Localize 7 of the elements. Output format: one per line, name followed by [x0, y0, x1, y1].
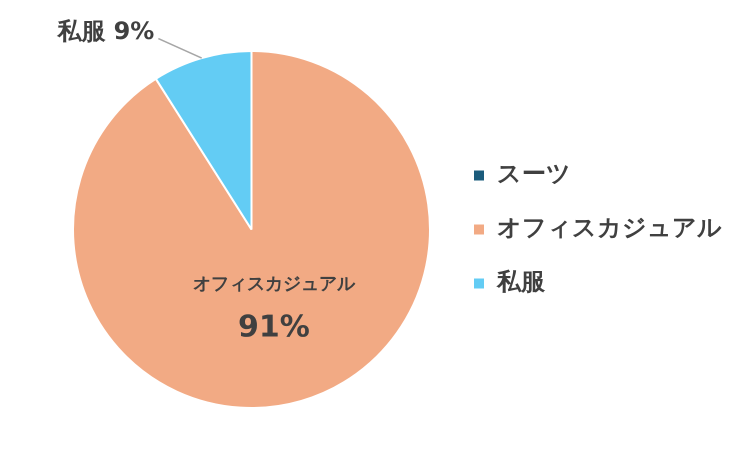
legend-label: スーツ: [497, 160, 571, 188]
slice-label: 私服: [56, 16, 107, 45]
data-label: 9%: [114, 16, 154, 45]
data-label: 91%: [238, 309, 310, 344]
slice-label: オフィスカジュアル: [192, 273, 356, 294]
legend-label: オフィスカジュアル: [497, 214, 722, 242]
legend-label: 私服: [496, 268, 546, 296]
